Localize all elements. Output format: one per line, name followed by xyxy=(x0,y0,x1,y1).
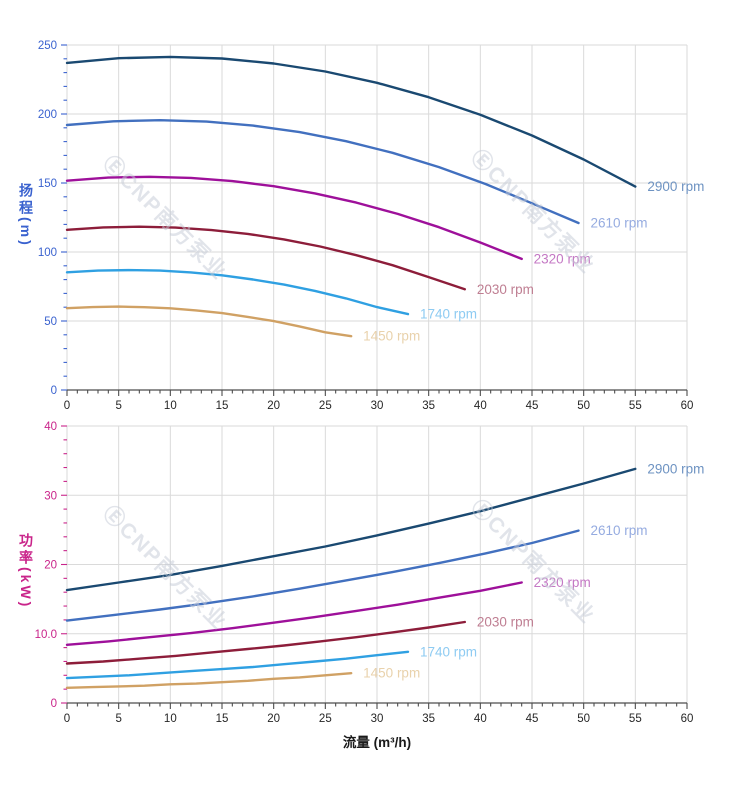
curve-2900-rpm xyxy=(65,55,637,188)
curve-2900-rpm xyxy=(65,467,637,592)
x-tick-label: 50 xyxy=(577,713,590,725)
head-axis-title: 扬程(m) xyxy=(18,183,34,248)
y-tick-label: 250 xyxy=(38,40,57,52)
curve-label-2320-rpm: 2320 rpm xyxy=(534,575,591,590)
y-tick-label: 200 xyxy=(38,109,57,121)
curve-1450-rpm xyxy=(65,305,353,338)
flow-axis-title: 流量 (m³/h) xyxy=(342,735,412,750)
curve-label-2900-rpm: 2900 rpm xyxy=(647,461,704,476)
x-tick-label: 10 xyxy=(164,713,177,725)
curve-2320-rpm xyxy=(65,581,523,646)
curve-label-2610-rpm: 2610 rpm xyxy=(591,216,648,231)
curve-label-2900-rpm: 2900 rpm xyxy=(647,179,704,194)
x-tick-label: 55 xyxy=(629,713,642,725)
x-tick-label: 50 xyxy=(577,400,590,412)
x-tick-label: 55 xyxy=(629,400,642,412)
curve-label-2320-rpm: 2320 rpm xyxy=(534,251,591,266)
curve-2610-rpm xyxy=(65,529,580,622)
curve-1740-rpm xyxy=(65,650,410,680)
x-tick-label: 45 xyxy=(526,400,539,412)
plot-head: 0 5 10 15 20 25 30 35 40 45 50 55 60 0 50 100 150 200 250 2… xyxy=(38,40,705,412)
x-tick-label: 35 xyxy=(422,713,435,725)
curve-1450-rpm xyxy=(65,672,353,689)
x-tick-label: 5 xyxy=(115,400,121,412)
y-tick-label: 100 xyxy=(38,247,57,259)
curve-label-2610-rpm: 2610 rpm xyxy=(591,523,648,538)
y-tick-label: 50 xyxy=(44,316,57,328)
curve-2320-rpm xyxy=(65,175,523,261)
curve-2610-rpm xyxy=(65,118,580,225)
curve-1740-rpm xyxy=(65,268,410,316)
x-tick-label: 60 xyxy=(681,713,694,725)
x-tick-label: 25 xyxy=(319,400,332,412)
x-tick-label: 40 xyxy=(474,713,487,725)
curve-2030-rpm xyxy=(65,620,466,665)
y-tick-label: 40 xyxy=(44,421,57,433)
plot-power: 0 5 10 15 20 25 30 35 40 45 50 55 60 0 10.0 20 30 40 2900 … xyxy=(35,421,705,725)
y-tick-label: 0 xyxy=(51,385,57,397)
x-tick-label: 0 xyxy=(64,713,70,725)
curve-label-2030-rpm: 2030 rpm xyxy=(477,614,534,629)
curve-label-1450-rpm: 1450 rpm xyxy=(363,329,420,344)
x-tick-label: 40 xyxy=(474,400,487,412)
x-tick-label: 15 xyxy=(216,400,229,412)
power-axis-title: 功率(kW) xyxy=(18,533,34,610)
x-tick-label: 20 xyxy=(267,713,280,725)
curve-label-1740-rpm: 1740 rpm xyxy=(420,644,477,659)
x-tick-label: 45 xyxy=(526,713,539,725)
curve-label-1740-rpm: 1740 rpm xyxy=(420,307,477,322)
y-tick-label: 150 xyxy=(38,178,57,190)
x-tick-label: 35 xyxy=(422,400,435,412)
y-tick-label: 10.0 xyxy=(35,629,57,641)
x-tick-label: 25 xyxy=(319,713,332,725)
x-tick-label: 20 xyxy=(267,400,280,412)
x-tick-label: 60 xyxy=(681,400,694,412)
x-tick-label: 10 xyxy=(164,400,177,412)
curve-label-2030-rpm: 2030 rpm xyxy=(477,282,534,297)
y-tick-label: 20 xyxy=(44,560,57,572)
y-tick-label: 30 xyxy=(44,490,57,502)
x-tick-label: 30 xyxy=(371,713,384,725)
curve-2030-rpm xyxy=(65,225,466,291)
y-tick-label: 0 xyxy=(51,698,57,710)
x-tick-label: 30 xyxy=(371,400,384,412)
x-tick-label: 5 xyxy=(115,713,121,725)
x-tick-label: 0 xyxy=(64,400,70,412)
curve-label-1450-rpm: 1450 rpm xyxy=(363,666,420,681)
x-tick-label: 15 xyxy=(216,713,229,725)
